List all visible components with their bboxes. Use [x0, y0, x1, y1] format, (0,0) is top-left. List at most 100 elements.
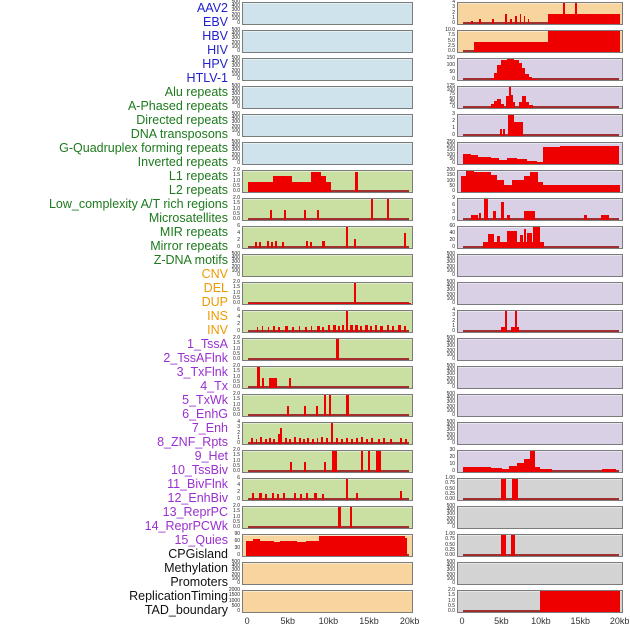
y-axis-tick: 300 [446, 371, 455, 378]
data-bar [548, 13, 620, 24]
y-axis-tick: 400 [446, 423, 455, 430]
y-axis-tick: 1.0 [233, 373, 240, 380]
data-bar [341, 324, 344, 332]
track-label-del: DEL [203, 281, 228, 295]
y-axis-tick: 100 [446, 435, 455, 442]
track-label-2-tssaflnk: 2_TssAFlnk [163, 351, 228, 365]
y-axis-tick: 1500 [228, 592, 240, 599]
track-panel-1-tssa [457, 58, 623, 81]
track-label-aav2: AAV2 [196, 1, 228, 15]
track-panel-inverted-repeats [242, 310, 413, 333]
x-axis-tick: 15kb [570, 616, 591, 626]
baseline [462, 106, 619, 108]
data-bar [359, 325, 363, 332]
data-bar [325, 437, 328, 444]
track-label-l1-repeats: L1 repeats [168, 169, 228, 183]
y-axis-tick: 400 [231, 255, 240, 262]
y-axis-tick: 50 [449, 95, 455, 102]
data-bar [500, 202, 504, 220]
data-bar [500, 326, 508, 332]
data-bar [341, 438, 343, 444]
y-axis-tick: 0.0 [233, 468, 240, 474]
data-bar [510, 18, 513, 24]
data-bar [264, 438, 267, 444]
track-panel-alu-repeats [242, 170, 413, 193]
data-bar [575, 3, 578, 24]
data-bar [306, 493, 309, 500]
baseline [248, 526, 409, 528]
y-axis-tick: 500 [231, 111, 240, 117]
y-axis-tick: 0 [452, 160, 455, 166]
baseline [248, 358, 409, 360]
y-axis-tick: 300 [231, 91, 240, 98]
data-bar [271, 493, 274, 500]
y-axis-tick: 10.0 [445, 27, 455, 33]
y-axis-tick: 300 [446, 567, 455, 574]
data-bar [530, 451, 536, 472]
y-axis-tick: 0 [237, 580, 240, 586]
y-axis-tick: 2.0 [233, 391, 240, 397]
data-bar [517, 462, 524, 472]
track-label-dna-transposons: DNA transposons [130, 127, 228, 141]
data-bar [298, 325, 301, 332]
data-bar [462, 153, 472, 164]
track-label-7-enh: 7_Enh [191, 421, 228, 435]
baseline [248, 442, 409, 444]
data-bar [400, 491, 403, 500]
data-bar [248, 181, 274, 192]
y-axis-tick: 0.25 [445, 546, 455, 553]
data-bar [269, 377, 277, 388]
y-axis-tick: 100 [446, 295, 455, 302]
data-bar [302, 438, 305, 444]
y-axis-tick: 1.5 [233, 200, 240, 207]
data-bar [303, 405, 306, 416]
y-axis-tick: 0.50 [445, 485, 455, 492]
y-axis-tick: 6 [237, 307, 240, 313]
y-axis-tick: 0 [237, 496, 240, 502]
y-axis-tick: 25 [449, 99, 455, 106]
y-axis-tick: 200 [446, 347, 455, 354]
track-panel-hiv [242, 86, 413, 109]
y-axis-tick: 2 [452, 9, 455, 16]
data-bar [474, 172, 491, 192]
track-label-tad-boundary: TAD_boundary [144, 603, 228, 617]
data-bar [346, 395, 349, 416]
track-label-14-reprpcwk: 14_ReprPCWk [144, 519, 228, 533]
track-panel-del [242, 562, 413, 585]
data-bar [523, 229, 527, 248]
track-label-6-enhg: 6_EnhG [182, 407, 228, 421]
data-bar [285, 437, 288, 444]
y-axis-tick: 500 [446, 559, 455, 565]
y-axis-tick: 0.0 [233, 216, 240, 222]
y-axis-tick: 0 [452, 440, 455, 446]
y-axis-tick: 300 [231, 567, 240, 574]
y-axis-tick: 2 [452, 317, 455, 324]
data-bar [252, 493, 255, 500]
data-bar [526, 160, 537, 164]
data-bar [371, 199, 374, 220]
y-axis-tick: 1.0 [233, 457, 240, 464]
track-panel-l2-repeats [242, 366, 413, 389]
baseline [462, 78, 619, 80]
y-axis-tick: 400 [446, 563, 455, 570]
y-axis-tick: 0 [237, 272, 240, 278]
data-bar [270, 209, 273, 220]
y-axis-tick: 500 [446, 419, 455, 425]
data-bar [320, 176, 326, 192]
y-axis-tick: 100 [446, 177, 455, 184]
x-axis-tick: 10kb [318, 616, 339, 626]
data-bar [369, 325, 373, 332]
data-bar [559, 145, 573, 164]
y-axis-tick: 0.0 [233, 412, 240, 418]
y-axis-tick: 0.0 [448, 608, 455, 614]
data-bar [531, 78, 537, 80]
data-bar [600, 215, 609, 220]
track-label-1-tssa: 1_TssA [187, 337, 228, 351]
y-axis-tick: 400 [446, 339, 455, 346]
data-bar [461, 176, 467, 192]
track-panel-3-txflnk [457, 114, 623, 137]
y-axis-tick: 400 [231, 31, 240, 38]
data-bar [400, 437, 403, 444]
y-axis-tick: 0 [452, 384, 455, 390]
track-panel-microsatellites [242, 422, 413, 445]
